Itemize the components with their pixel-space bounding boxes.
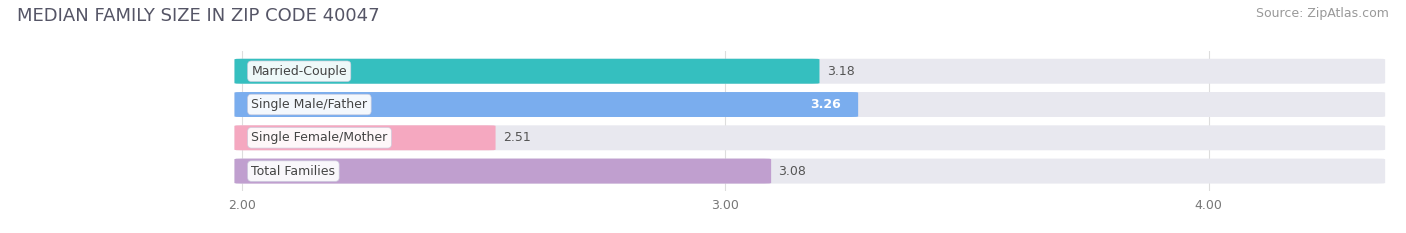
Text: Single Male/Father: Single Male/Father	[252, 98, 367, 111]
Text: Single Female/Mother: Single Female/Mother	[252, 131, 388, 144]
Text: 3.26: 3.26	[810, 98, 841, 111]
Text: Total Families: Total Families	[252, 164, 336, 178]
FancyBboxPatch shape	[235, 159, 1385, 184]
Text: 3.18: 3.18	[827, 65, 855, 78]
Text: 3.08: 3.08	[779, 164, 806, 178]
FancyBboxPatch shape	[235, 59, 820, 84]
Text: Married-Couple: Married-Couple	[252, 65, 347, 78]
FancyBboxPatch shape	[235, 59, 1385, 84]
Text: Source: ZipAtlas.com: Source: ZipAtlas.com	[1256, 7, 1389, 20]
FancyBboxPatch shape	[235, 125, 495, 150]
FancyBboxPatch shape	[235, 92, 1385, 117]
Text: MEDIAN FAMILY SIZE IN ZIP CODE 40047: MEDIAN FAMILY SIZE IN ZIP CODE 40047	[17, 7, 380, 25]
FancyBboxPatch shape	[235, 125, 1385, 150]
Text: 2.51: 2.51	[503, 131, 530, 144]
FancyBboxPatch shape	[235, 92, 858, 117]
FancyBboxPatch shape	[235, 159, 770, 184]
